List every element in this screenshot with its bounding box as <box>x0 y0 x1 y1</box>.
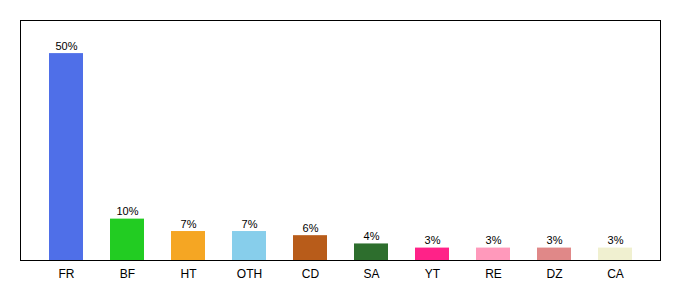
svg-text:FR: FR <box>59 267 75 281</box>
svg-text:CD: CD <box>302 267 320 281</box>
svg-text:BF: BF <box>120 267 135 281</box>
svg-text:3%: 3% <box>486 234 502 246</box>
svg-text:RE: RE <box>485 267 502 281</box>
svg-text:10%: 10% <box>116 205 138 217</box>
svg-text:OTH: OTH <box>237 267 262 281</box>
svg-text:4%: 4% <box>364 230 380 242</box>
svg-text:7%: 7% <box>181 218 197 230</box>
svg-text:50%: 50% <box>55 40 77 52</box>
svg-text:SA: SA <box>363 267 379 281</box>
svg-text:3%: 3% <box>425 234 441 246</box>
svg-text:DZ: DZ <box>547 267 563 281</box>
svg-text:YT: YT <box>425 267 441 281</box>
svg-text:7%: 7% <box>242 218 258 230</box>
svg-text:3%: 3% <box>547 234 563 246</box>
svg-text:CA: CA <box>607 267 624 281</box>
svg-text:6%: 6% <box>303 222 319 234</box>
svg-text:3%: 3% <box>608 234 624 246</box>
svg-text:HT: HT <box>181 267 198 281</box>
